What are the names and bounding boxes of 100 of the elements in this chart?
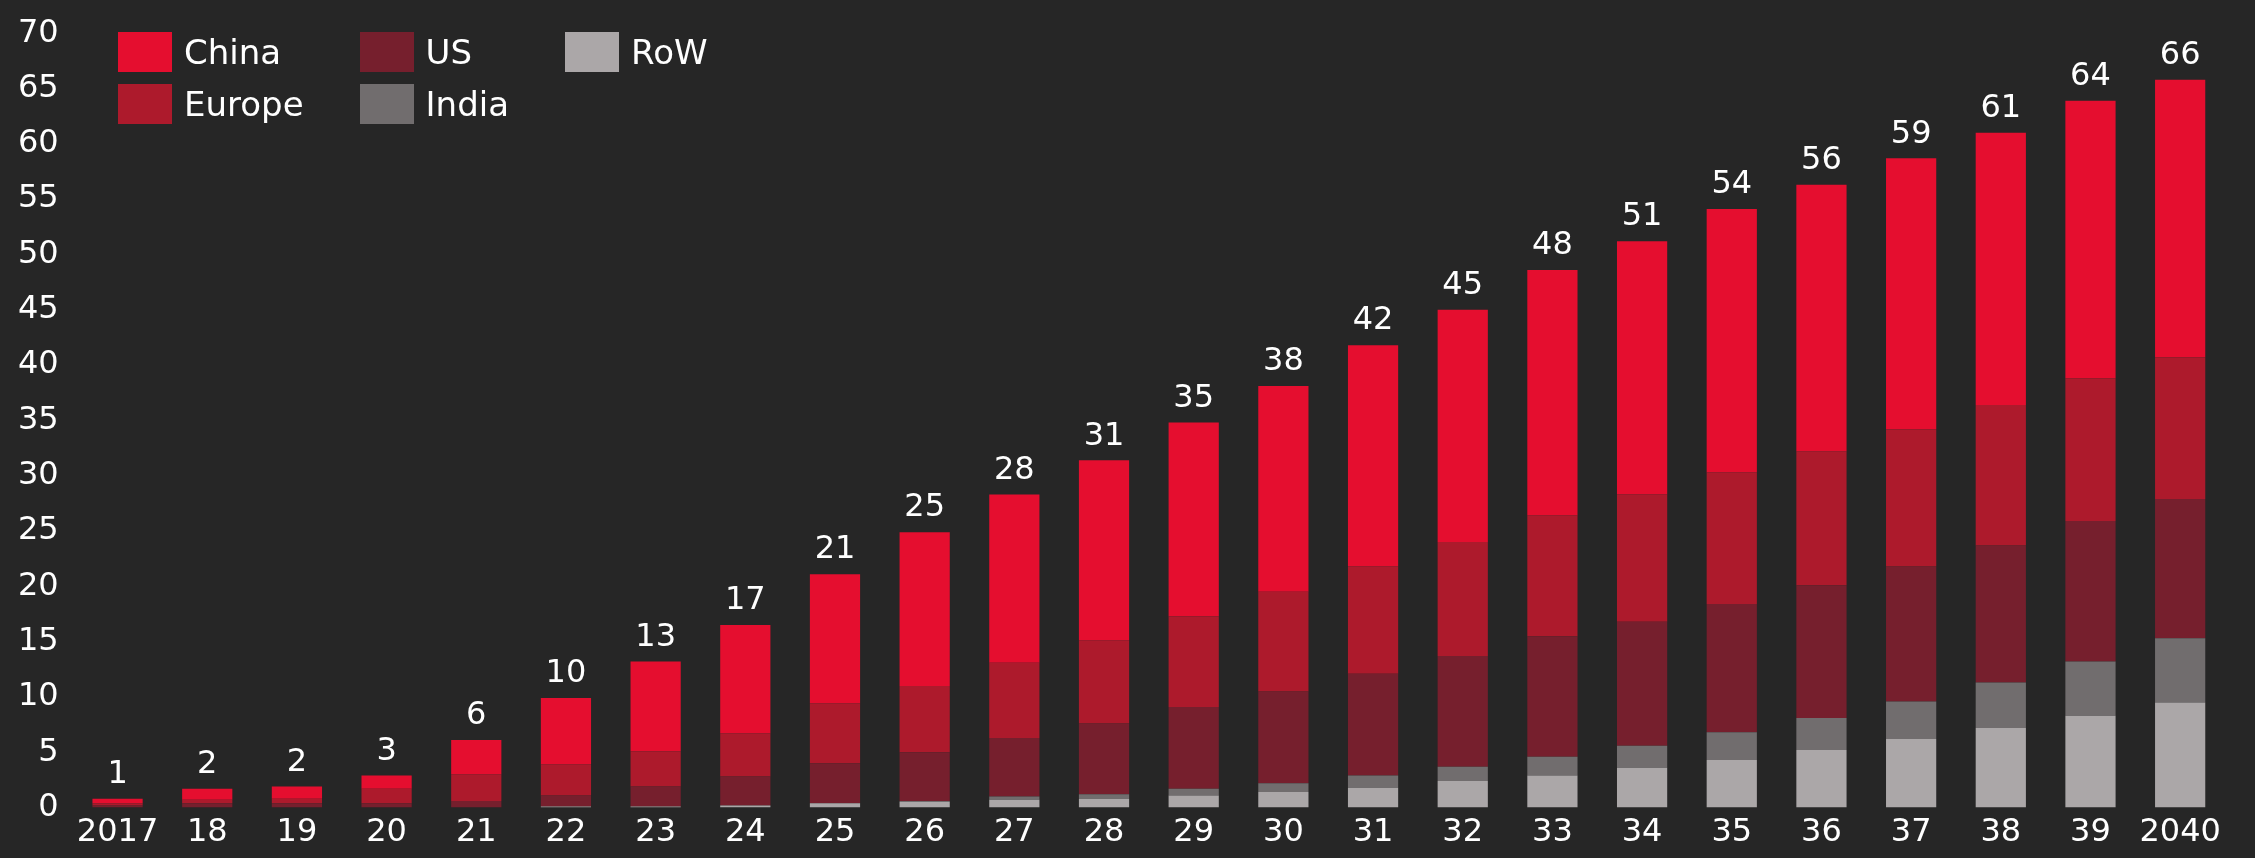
bar: [540, 698, 592, 765]
legend-label: Europe: [184, 84, 304, 124]
x-tick-label: 29: [1173, 811, 1215, 850]
bar: [989, 662, 1040, 738]
bar: [989, 737, 1040, 797]
y-tick-label: 40: [18, 343, 59, 382]
x-tick-label: 22: [545, 811, 587, 850]
bar: [1168, 422, 1219, 617]
x-tick-label: 23: [635, 811, 676, 850]
y-tick-label: 25: [18, 509, 59, 548]
legend-label: RoW: [631, 32, 708, 72]
total-label: 59: [1890, 112, 1932, 151]
bar: [1706, 760, 1757, 808]
bar: [1347, 775, 1399, 788]
bar: [182, 788, 233, 800]
bar: [451, 800, 502, 808]
bar: [2155, 702, 2206, 808]
bar: [271, 803, 323, 808]
x-tick-label: 37: [1890, 811, 1932, 850]
bar: [809, 763, 861, 804]
bar: [2155, 79, 2206, 358]
x-tick-label: 38: [1980, 811, 2022, 850]
y-tick-label: 5: [38, 730, 59, 769]
total-label: 2: [286, 740, 308, 779]
bar: [1347, 673, 1399, 776]
bar: [899, 532, 950, 686]
y-tick-label: 55: [18, 177, 59, 216]
total-label: 13: [635, 615, 676, 654]
bar: [1886, 158, 1937, 430]
bar: [451, 774, 502, 801]
y-tick-label: 15: [18, 619, 59, 658]
bar: [809, 703, 861, 764]
bar: [1078, 460, 1130, 641]
bar: [1706, 732, 1757, 761]
bar: [1437, 309, 1488, 543]
bar: [361, 788, 412, 804]
bar: [2065, 521, 2116, 662]
total-label: 2: [197, 743, 218, 782]
x-tick-label: 33: [1532, 811, 1573, 850]
bar: [1527, 756, 1578, 776]
x-tick-label: 25: [814, 811, 856, 850]
y-tick-label: 20: [18, 564, 59, 603]
bar: [720, 733, 771, 777]
bar: [182, 803, 233, 808]
bar: [271, 786, 323, 799]
bar: [361, 775, 412, 789]
bar: [2065, 100, 2116, 379]
bar: [1616, 241, 1668, 495]
bar: [1078, 640, 1130, 724]
x-tick-label: 21: [455, 811, 497, 850]
bar: [1975, 682, 2026, 728]
bar: [361, 803, 412, 808]
bar: [989, 799, 1040, 808]
y-tick-label: 0: [38, 785, 59, 824]
bar: [1437, 781, 1488, 808]
total-label: 61: [1980, 87, 2022, 126]
bar: [1796, 717, 1847, 751]
bar: [1258, 792, 1309, 808]
bar: [899, 802, 950, 808]
total-label: 64: [2070, 55, 2111, 93]
bar: [1258, 691, 1309, 784]
x-tick-label: 27: [993, 811, 1035, 850]
x-tick-label: 2017: [76, 811, 159, 850]
bar: [182, 799, 233, 804]
bar: [720, 805, 771, 808]
x-tick-label: 32: [1442, 811, 1484, 850]
bar: [2065, 378, 2116, 522]
bar: [720, 776, 771, 806]
bar: [899, 685, 950, 753]
bar: [540, 764, 592, 796]
bar: [451, 740, 502, 775]
bar: [1168, 795, 1219, 808]
bar: [1168, 788, 1219, 796]
total-label: 21: [814, 528, 856, 567]
total-label: 1: [107, 753, 128, 792]
bar: [1796, 451, 1847, 586]
total-label: 48: [1532, 224, 1573, 263]
total-label: 56: [1801, 139, 1842, 178]
bar: [1796, 184, 1847, 452]
bar: [1078, 723, 1130, 795]
x-tick-label: 24: [724, 811, 766, 850]
y-tick-label: 70: [18, 11, 59, 50]
bar: [92, 798, 143, 804]
bar: [1078, 798, 1130, 808]
total-label: 45: [1442, 264, 1484, 303]
y-tick-label: 50: [18, 232, 59, 271]
x-tick-label: 34: [1621, 811, 1663, 850]
bar: [1347, 566, 1399, 674]
x-tick-label: 31: [1352, 811, 1394, 850]
bar: [1527, 269, 1578, 516]
y-tick-label: 35: [18, 398, 59, 437]
bar: [1886, 739, 1937, 808]
bar: [2155, 498, 2206, 639]
x-tick-label: 30: [1263, 811, 1304, 850]
bar: [809, 803, 861, 808]
x-tick-label: 26: [904, 811, 946, 850]
x-tick-label: 28: [1083, 811, 1125, 850]
bar: [630, 661, 681, 752]
bar: [1975, 545, 2026, 683]
bar: [1975, 727, 2026, 808]
